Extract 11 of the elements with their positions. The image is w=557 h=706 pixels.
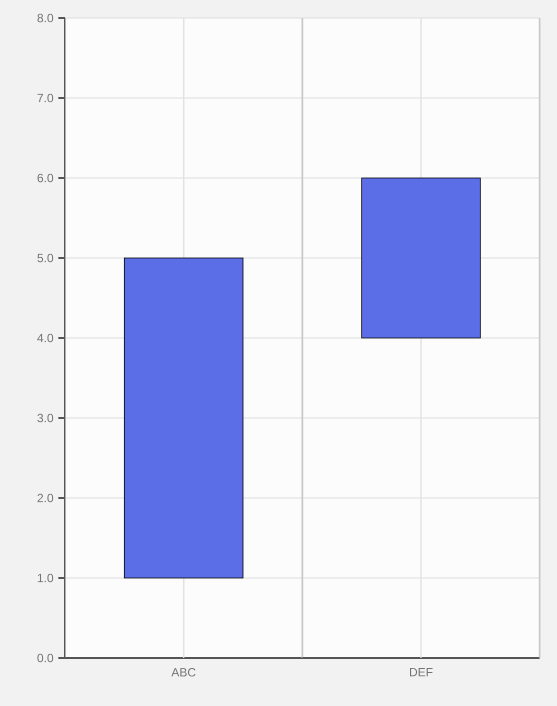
y-tick-label: 0.0 [37,654,54,662]
y-tick-label: 1.0 [38,574,54,582]
y-tick-label: 5.0 [37,254,54,262]
y-tick-label: 4.0 [37,334,54,342]
y-tick-label: 8.0 [37,14,54,22]
y-tick-label: 2.0 [38,494,54,502]
x-tick-label: DEF [410,668,433,676]
y-tick-label: 7.0 [38,94,54,102]
y-tick-label: 3.0 [37,414,54,422]
y-tick-label: 6.0 [38,174,54,182]
x-tick-label: ABC [171,668,196,677]
